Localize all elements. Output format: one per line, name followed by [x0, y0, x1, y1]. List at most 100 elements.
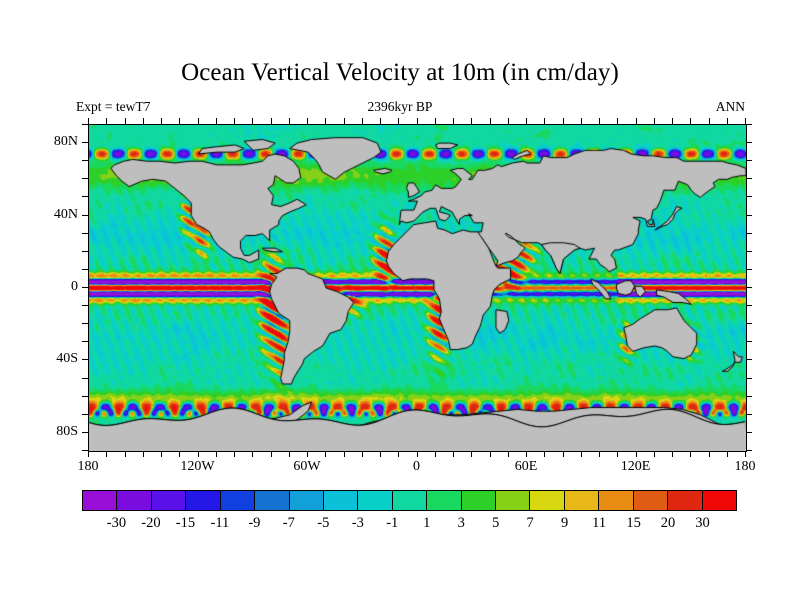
axis-tick: [544, 451, 546, 457]
colorbar-tick-label: -20: [141, 515, 161, 531]
colorbar-cell: [564, 491, 600, 510]
colorbar-tick-label: 3: [457, 515, 465, 531]
period-label: 2396kyr BP: [367, 99, 433, 114]
axis-tick: [142, 451, 144, 457]
colorbar-tick-labels: -30 -20 -15 -11 -9 -7 -5 -3 -1 1 3 5 7 9 11 15 20 30: [82, 514, 737, 534]
axis-tick: [746, 196, 752, 198]
axis-tick: [161, 451, 162, 457]
colorbar-cell: [392, 491, 428, 510]
colorbar-tick-label: 9: [561, 515, 569, 531]
axis-tick: [82, 377, 88, 379]
axis-tick: [708, 118, 710, 124]
axis-tick: [82, 450, 88, 451]
colorbar-tick-label: 30: [695, 515, 710, 531]
axis-tick: [617, 118, 619, 124]
axis-tick: [82, 196, 88, 198]
experiment-label: Expt = tewT7: [76, 99, 151, 114]
colorbar-tick-label: -3: [351, 515, 364, 531]
axis-tick: [106, 451, 108, 457]
colorbar-tick-label: 11: [592, 515, 607, 531]
x-axis-tick-label: 180: [734, 459, 756, 474]
axis-tick: [82, 305, 88, 307]
colorbar-cell: [83, 491, 118, 510]
axis-tick: [746, 359, 752, 361]
colorbar-cell: [220, 491, 256, 510]
axis-tick: [88, 451, 89, 457]
colorbar-cell: [633, 491, 669, 510]
page-title: Ocean Vertical Velocity at 10m (in cm/da…: [181, 59, 619, 86]
axis-tick: [544, 118, 546, 124]
axis-tick: [690, 451, 692, 457]
axis-tick: [179, 451, 181, 457]
axis-tick: [746, 395, 752, 397]
axis-tick: [307, 118, 308, 124]
axis-tick: [82, 287, 88, 288]
axis-tick: [215, 118, 217, 124]
colorbar-cell: [530, 491, 565, 510]
colorbar-cell: [151, 491, 187, 510]
colorbar-cell: [323, 491, 359, 510]
axis-tick: [398, 118, 400, 124]
axis-tick: [453, 451, 454, 457]
axis-tick: [161, 118, 162, 124]
axis-tick: [343, 118, 345, 124]
axis-tick: [746, 431, 752, 433]
axis-tick: [142, 118, 144, 124]
axis-tick: [507, 451, 509, 457]
axis-tick: [82, 268, 88, 270]
ocean-vertical-velocity-heatmap: [89, 125, 746, 451]
axis-tick: [361, 451, 363, 457]
colorbar-tick-label: -5: [317, 515, 330, 531]
colorbar-cell: [117, 491, 152, 510]
axis-tick: [580, 118, 582, 124]
axis-tick: [746, 232, 752, 234]
colorbar-cell: [427, 491, 462, 510]
axis-tick: [325, 118, 327, 124]
axis-tick: [82, 142, 88, 144]
axis-tick: [252, 451, 254, 457]
x-axis-tick-label: 180: [77, 459, 99, 474]
map-plot-area: [88, 124, 747, 452]
axis-tick: [82, 359, 88, 361]
x-axis-tick-label: 120E: [620, 459, 651, 474]
axis-tick: [88, 118, 89, 124]
axis-tick: [361, 118, 363, 124]
axis-tick: [82, 323, 88, 325]
colorbar-swatches: [82, 490, 737, 511]
axis-tick: [82, 178, 88, 180]
colorbar-tick-label: 20: [660, 515, 676, 531]
colorbar-cell: [461, 491, 497, 510]
colorbar-cell: [186, 491, 221, 510]
axis-tick: [599, 451, 600, 457]
axis-tick: [307, 451, 308, 457]
axis-tick: [124, 451, 126, 457]
axis-tick: [82, 232, 88, 234]
axis-tick: [82, 413, 88, 415]
x-axis-tick-label: 0: [413, 459, 420, 474]
axis-tick: [635, 118, 637, 124]
axis-tick: [746, 214, 752, 216]
axis-tick: [562, 118, 564, 124]
colorbar-tick-label: -1: [386, 515, 399, 531]
x-axis-tick-label: 60W: [293, 459, 321, 474]
axis-tick: [507, 118, 509, 124]
axis-tick: [270, 118, 272, 124]
axis-tick: [672, 451, 673, 457]
axis-tick: [343, 451, 345, 457]
axis-tick: [82, 431, 88, 433]
axis-tick: [653, 451, 655, 457]
x-axis-tick-label: 120W: [180, 459, 215, 474]
colorbar-cell: [496, 491, 531, 510]
colorbar-cell: [702, 491, 737, 510]
axis-tick: [252, 118, 254, 124]
colorbar-tick-label: -15: [175, 515, 196, 531]
x-axis-tick-label: 60E: [514, 459, 538, 474]
colorbar: -30 -20 -15 -11 -9 -7 -5 -3 -1 1 3 5 7 9 11 15 20 30: [82, 490, 737, 531]
axis-tick: [288, 451, 290, 457]
axis-tick: [599, 118, 600, 124]
axis-tick: [453, 118, 454, 124]
colorbar-tick-label: -7: [282, 515, 295, 531]
y-axis-tick-label: 80S: [56, 423, 78, 439]
axis-tick: [746, 341, 752, 343]
